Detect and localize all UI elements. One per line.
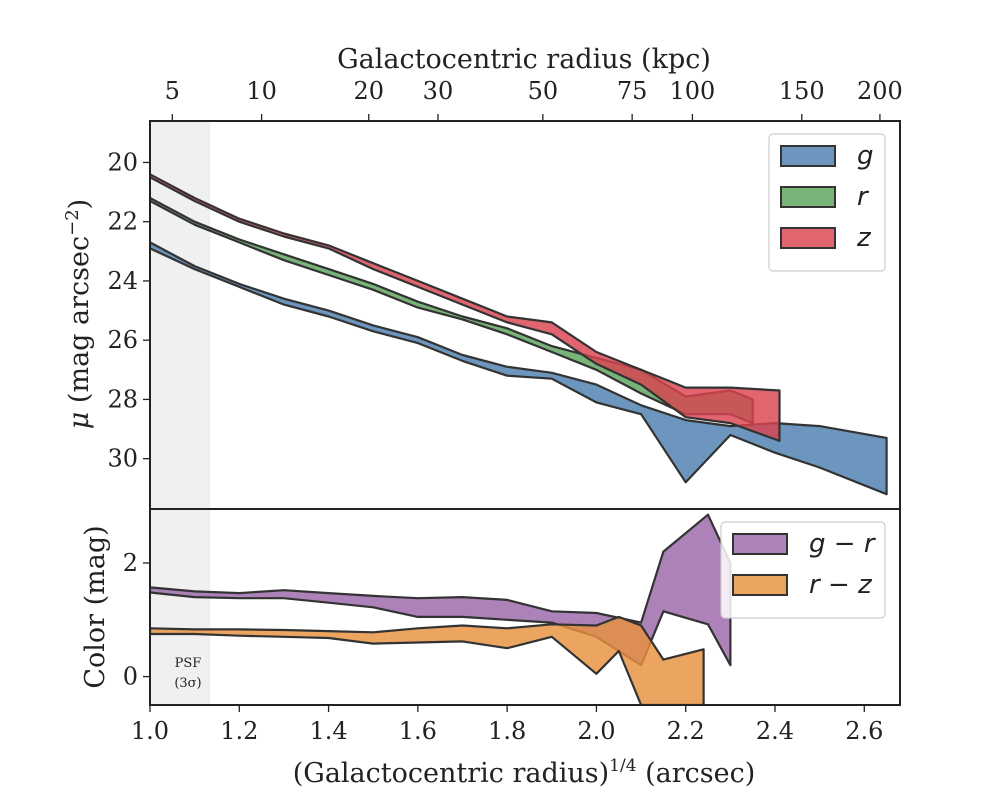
legend-swatch [732,533,788,555]
y-tick-label: 26 [107,326,138,354]
legend-label: g − r [809,529,877,559]
legend-swatch [780,186,836,208]
bottom-x-axis-title: (Galactocentric radius)1/4 (arcsec) [293,756,756,789]
legend-label: r − z [809,570,873,600]
psf-label: PSF [175,656,202,671]
top-x-tick-label: 5 [165,77,180,105]
bottom-x-axis-main: (Galactocentric radius) [293,758,609,789]
color-panel: 0 2 g − r r − z 1.0 1.2 1.4 1.6 1.8 2.0 2.2 2.4 2.6 P… [123,508,901,745]
plot-area [150,509,732,705]
psf-region [150,121,211,509]
band-rz [150,615,705,705]
band-z [150,173,781,442]
surface-brightness-panel: 20 22 24 26 28 30 grz 5 10 20 30 50 75 100 150 200 [107,77,903,510]
top-axis-title: Galactocentric radius (kpc) [337,44,711,75]
legend-label: r [857,182,870,212]
x-tick-label: 2.6 [845,717,883,745]
plot-area [150,121,888,509]
y-tick-label: 22 [107,208,138,236]
y-tick-label: 24 [107,267,138,295]
psf-region [150,509,211,705]
x-tick-label: 1.4 [309,717,347,745]
x-tick-label: 1.6 [399,717,437,745]
y-tick-label: 28 [107,385,138,413]
top-x-tick-label: 75 [617,77,648,105]
x-tick-label: 1.0 [131,717,169,745]
x-tick-label: 1.2 [220,717,258,745]
x-tick-label: 2.0 [577,717,615,745]
bottom-x-axis-exponent: 1/4 [609,756,636,776]
legend-swatch [780,145,836,167]
legend-label: z [856,223,872,253]
band-g [150,241,888,496]
top-x-tick-label: 100 [670,77,716,105]
top-y-axis-title: μ (mag arcsec−2) [62,199,95,429]
top-x-tick-label: 20 [353,77,384,105]
top-x-tick-label: 50 [528,77,559,105]
psf-sublabel: (3σ) [174,676,201,691]
legend-swatch [732,574,788,596]
bottom-y-axis-title: Color (mag) [80,525,111,688]
axis-frame [149,508,901,706]
top-y-axis-symbol: μ [64,412,95,430]
x-tick-label: 2.2 [667,717,705,745]
y-tick-label: 30 [107,445,138,473]
top-x-tick-label: 10 [246,77,277,105]
top-y-axis-unit-close: ) [64,199,95,210]
y-tick-label: 0 [123,663,138,691]
y-tick-label: 2 [123,549,138,577]
legend-label: g [857,141,874,171]
legend-swatch [780,227,836,249]
top-y-axis-unit-exponent: −2 [62,209,83,236]
top-y-axis-unit: (mag arcsec [64,236,95,403]
top-x-tick-label: 30 [423,77,454,105]
y-tick-label: 20 [107,148,138,176]
top-x-tick-label: 200 [857,77,903,105]
x-tick-label: 2.4 [756,717,794,745]
top-x-tick-label: 150 [779,77,825,105]
x-tick-label: 1.8 [488,717,526,745]
bottom-x-axis-unit: (arcsec) [637,758,756,789]
